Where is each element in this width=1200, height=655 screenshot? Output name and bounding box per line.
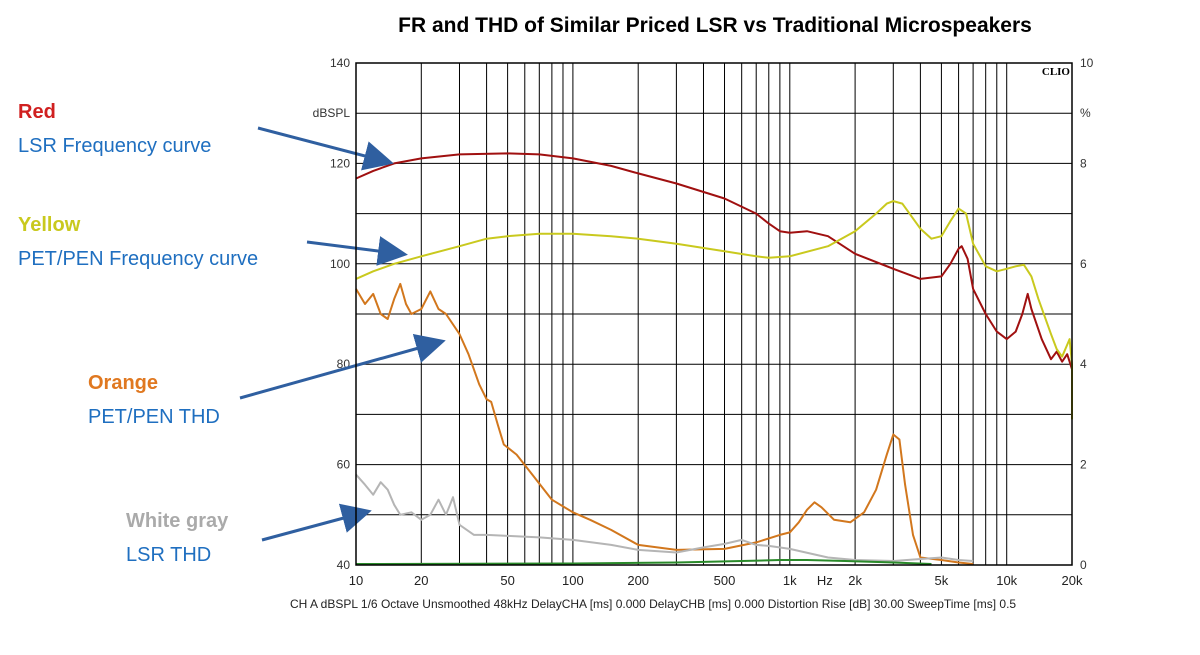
x-tick-label: 1k xyxy=(783,573,797,588)
annotation-yellow-name: Yellow xyxy=(18,214,81,236)
y-right-tick-label: 4 xyxy=(1080,357,1087,371)
x-tick-label: 500 xyxy=(714,573,736,588)
y-left-tick-label: 60 xyxy=(337,458,351,472)
series-line-4 xyxy=(355,559,932,565)
y-right-tick-label: 2 xyxy=(1080,458,1087,472)
series-line-0 xyxy=(355,152,1073,385)
annotation-arrow-3 xyxy=(261,503,372,542)
y-left-tick-label: 140 xyxy=(330,56,350,70)
series-line-2 xyxy=(355,282,974,565)
y-left-axis-label: dBSPL xyxy=(313,106,351,120)
x-tick-label: 20 xyxy=(414,573,428,588)
clio-brand-label: CLIO xyxy=(1042,66,1071,78)
x-tick-label: 50 xyxy=(500,573,514,588)
annotation-yellow-desc: PET/PEN Frequency curve xyxy=(18,248,259,270)
x-tick-label: 2k xyxy=(848,573,862,588)
y-left-tick-label: 40 xyxy=(337,558,351,572)
y-left-tick-label: 100 xyxy=(330,257,350,271)
chart-title: FR and THD of Similar Priced LSR vs Trad… xyxy=(398,14,1032,37)
x-tick-label: 10 xyxy=(349,573,363,588)
annotation-yellow: Yellow PET/PEN Frequency curve xyxy=(18,213,258,271)
y-left-tick-label: 120 xyxy=(330,156,350,170)
x-unit-label: Hz xyxy=(817,573,833,588)
annotation-arrows xyxy=(239,126,446,542)
measurement-settings-footer: CH A dBSPL 1/6 Octave Unsmoothed 48kHz D… xyxy=(290,597,1017,611)
x-tick-label: 5k xyxy=(935,573,949,588)
annotation-arrow-0 xyxy=(257,126,394,171)
series-line-1 xyxy=(355,200,1073,420)
y-right-tick-label: 8 xyxy=(1080,156,1087,170)
annotation-red-name: Red xyxy=(18,101,56,123)
annotation-arrow-2 xyxy=(239,334,446,400)
annotation-arrow-1 xyxy=(306,236,408,266)
annotation-red: Red LSR Frequency curve xyxy=(18,100,211,158)
annotation-gray-name: White gray xyxy=(126,510,229,532)
y-right-tick-label: 0 xyxy=(1080,558,1087,572)
y-right-tick-label: 10 xyxy=(1080,56,1094,70)
series-line-3 xyxy=(355,473,974,562)
chart-grid xyxy=(356,63,1072,565)
chart-series xyxy=(355,152,1073,565)
annotation-orange-name: Orange xyxy=(88,372,159,394)
y-right-axis-label: % xyxy=(1080,106,1091,120)
y-right-tick-label: 6 xyxy=(1080,257,1087,271)
annotation-gray: White gray LSR THD xyxy=(126,509,228,567)
annotation-orange: Orange PET/PEN THD xyxy=(88,371,220,429)
x-tick-label: 20k xyxy=(1062,573,1083,588)
annotation-orange-desc: PET/PEN THD xyxy=(88,406,220,428)
x-tick-label: 100 xyxy=(562,573,584,588)
x-tick-label: 200 xyxy=(627,573,649,588)
plot-frame xyxy=(355,62,1073,566)
annotation-red-desc: LSR Frequency curve xyxy=(18,135,212,157)
annotation-gray-desc: LSR THD xyxy=(126,544,212,566)
x-tick-label: 10k xyxy=(996,573,1017,588)
